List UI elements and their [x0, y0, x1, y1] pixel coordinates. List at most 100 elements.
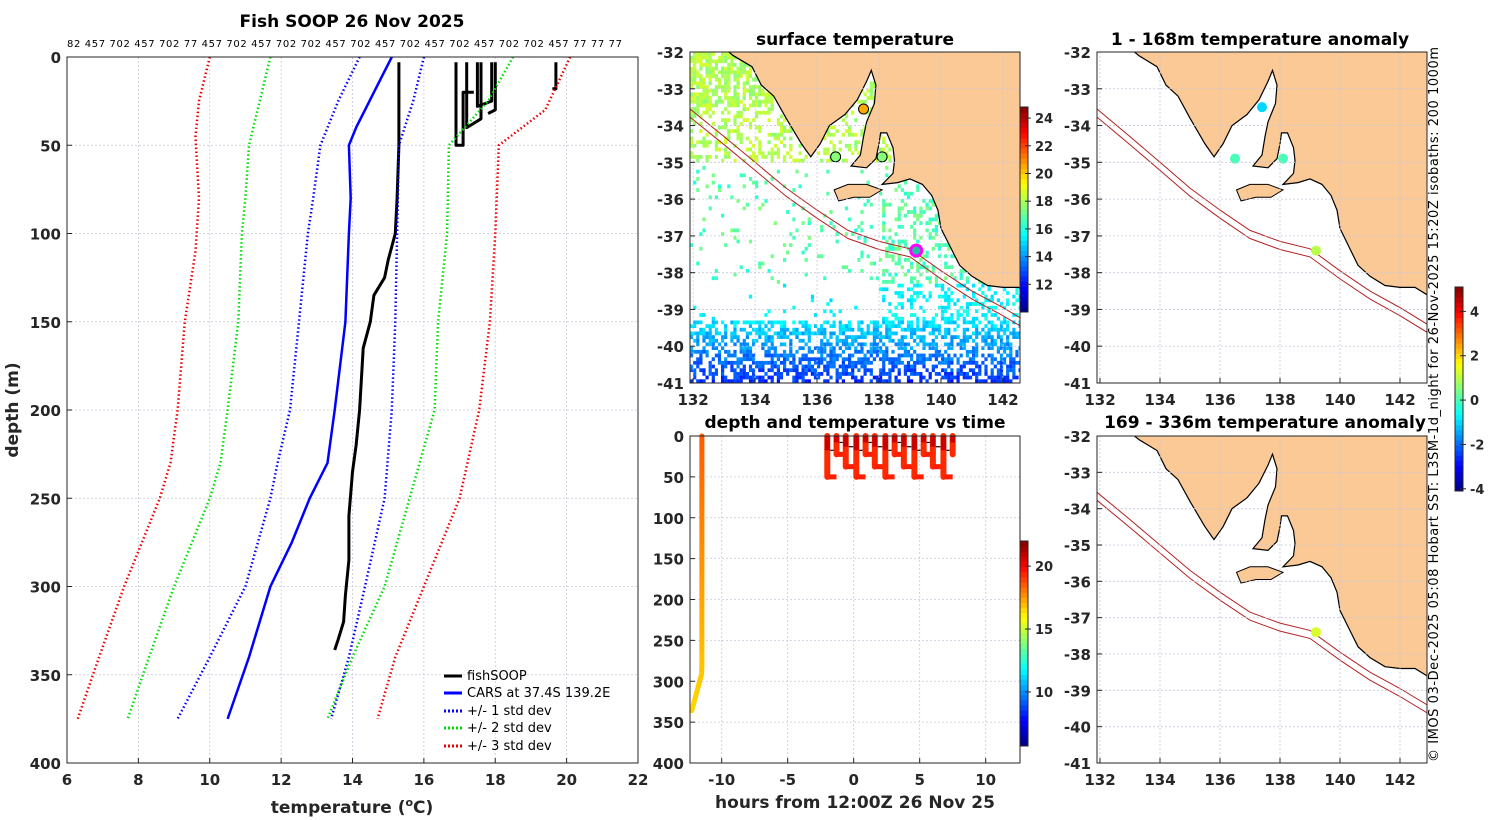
sst-map-sst-pixel	[841, 265, 845, 270]
sst-map-sst-pixel	[944, 243, 948, 247]
sst-map-sst-pixel	[1015, 349, 1019, 354]
sst-map-sst-pixel	[742, 346, 746, 350]
sst-map-sst-pixel	[693, 372, 697, 376]
sst-map-sst-pixel	[789, 125, 793, 130]
depth-time-colorbar-segment	[1020, 628, 1028, 634]
sst-map-sst-pixel	[891, 280, 895, 284]
sst-map-sst-pixel	[854, 379, 858, 383]
sst-map-sst-pixel	[956, 372, 960, 376]
sst-map-sst-pixel	[693, 360, 697, 365]
sst-colorbar-segment	[1020, 250, 1028, 257]
sst-map-sst-pixel	[906, 360, 911, 365]
sst-map-sst-pixel	[950, 272, 954, 277]
depth-time-colorbar-tick-label: 10	[1035, 686, 1053, 701]
sst-map-sst-pixel	[810, 357, 814, 362]
sst-map-sst-pixel	[711, 335, 715, 339]
sst-map-sst-pixel	[1003, 320, 1007, 325]
sst-map-sst-pixel	[721, 88, 725, 93]
sst-map-sst-pixel	[941, 313, 945, 317]
sst-map-sst-pixel	[755, 360, 759, 365]
sst-map-sst-pixel	[798, 184, 802, 189]
sst-map-sst-pixel	[727, 74, 731, 78]
sst-map-sst-pixel	[739, 110, 743, 115]
sst-map-sst-pixel	[863, 360, 867, 365]
sst-map-sst-pixel	[711, 338, 715, 343]
sst-colorbar-segment	[1020, 107, 1028, 113]
sst-map-sst-pixel	[783, 349, 787, 354]
sst-map-sst-pixel	[975, 360, 979, 365]
sst-map-sst-pixel	[944, 320, 948, 325]
sst-map-sst-pixel	[783, 118, 787, 122]
sst-map-sst-pixel	[844, 121, 849, 126]
sst-map-sst-pixel	[745, 63, 749, 67]
sst-map-sst-pixel	[736, 81, 740, 86]
sst-map-sst-pixel	[826, 191, 830, 196]
sst-map-sst-pixel	[783, 136, 787, 141]
sst-map-sst-pixel	[854, 375, 858, 380]
sst-map-sst-pixel	[783, 125, 787, 130]
sst-map-sst-pixel	[885, 269, 889, 273]
sst-map-ytick-label: -38	[657, 265, 684, 283]
sst-map-sst-pixel	[888, 235, 892, 240]
sst-map-sst-pixel	[913, 372, 917, 376]
sst-colorbar-segment	[1020, 122, 1028, 128]
sst-map-sst-pixel	[714, 276, 718, 281]
sst-map-sst-pixel	[916, 327, 920, 332]
sst-map-sst-pixel	[705, 342, 709, 347]
sst-map-sst-pixel	[702, 63, 706, 67]
sst-map-sst-pixel	[950, 320, 954, 325]
sst-map-sst-pixel	[736, 338, 740, 343]
sst-map-sst-pixel	[702, 346, 706, 350]
depth-time-colorbar-segment	[1020, 684, 1028, 691]
sst-map-sst-pixel	[934, 357, 938, 362]
anomaly-shallow-title: 1 - 168m temperature anomaly	[1111, 30, 1409, 50]
sst-map-sst-pixel	[696, 320, 700, 325]
sst-map-sst-pixel	[869, 346, 873, 350]
sst-map-sst-pixel	[996, 360, 1000, 365]
sst-map-sst-pixel	[968, 349, 973, 354]
sst-map-sst-pixel	[851, 372, 855, 376]
sst-map-sst-pixel	[779, 360, 784, 365]
sst-map-sst-pixel	[705, 140, 709, 145]
sst-map-sst-pixel	[699, 92, 703, 97]
sst-map-sst-pixel	[944, 298, 948, 303]
anomaly-colorbar-segment	[1455, 404, 1463, 410]
sst-map-sst-pixel	[752, 118, 756, 122]
sst-map-sst-pixel	[742, 375, 746, 380]
sst-map-sst-pixel	[752, 155, 756, 159]
sst-map-sst-pixel	[823, 320, 827, 325]
sst-colorbar-segment	[1020, 214, 1028, 221]
legend-label-std3: +/- 3 std dev	[467, 739, 552, 754]
anomaly-shallow-map-ytick-label: -35	[1064, 154, 1091, 172]
sst-map-sst-pixel	[863, 202, 867, 207]
sst-map-sst-pixel	[714, 372, 718, 376]
sst-map-sst-pixel	[906, 368, 911, 373]
anomaly-deep-map-ytick-label: -35	[1064, 537, 1091, 555]
sst-map-sst-pixel	[714, 63, 718, 67]
sst-map-sst-pixel	[748, 70, 753, 75]
sst-map-ytick-label: -32	[657, 44, 684, 62]
sst-map-sst-pixel	[810, 331, 814, 336]
sst-map-sst-pixel	[869, 368, 873, 373]
sst-map-sst-pixel	[714, 99, 718, 104]
sst-map-sst-pixel	[910, 357, 914, 362]
sst-map-sst-pixel	[761, 368, 765, 373]
sst-map-sst-pixel	[823, 379, 827, 383]
sst-map-sst-pixel	[739, 375, 743, 380]
sst-map-sst-pixel	[894, 232, 898, 236]
sst-map-sst-pixel	[690, 136, 694, 141]
sst-map-sst-pixel	[755, 99, 759, 104]
sst-map-sst-pixel	[705, 70, 709, 75]
sst-map-sst-pixel	[826, 320, 830, 325]
sst-map-sst-pixel	[897, 243, 901, 247]
sst-map-sst-pixel	[696, 52, 700, 56]
sst-map-sst-pixel	[894, 324, 898, 328]
sst-map-sst-pixel	[708, 55, 712, 60]
sst-map-sst-pixel	[708, 77, 712, 82]
sst-map-sst-pixel	[916, 316, 920, 321]
sst-map-sst-pixel	[941, 360, 945, 365]
sst-map-sst-pixel	[776, 151, 780, 156]
sst-map-sst-pixel	[724, 92, 728, 97]
sst-map-sst-pixel	[773, 320, 777, 325]
sst-map-sst-pixel	[693, 77, 697, 82]
